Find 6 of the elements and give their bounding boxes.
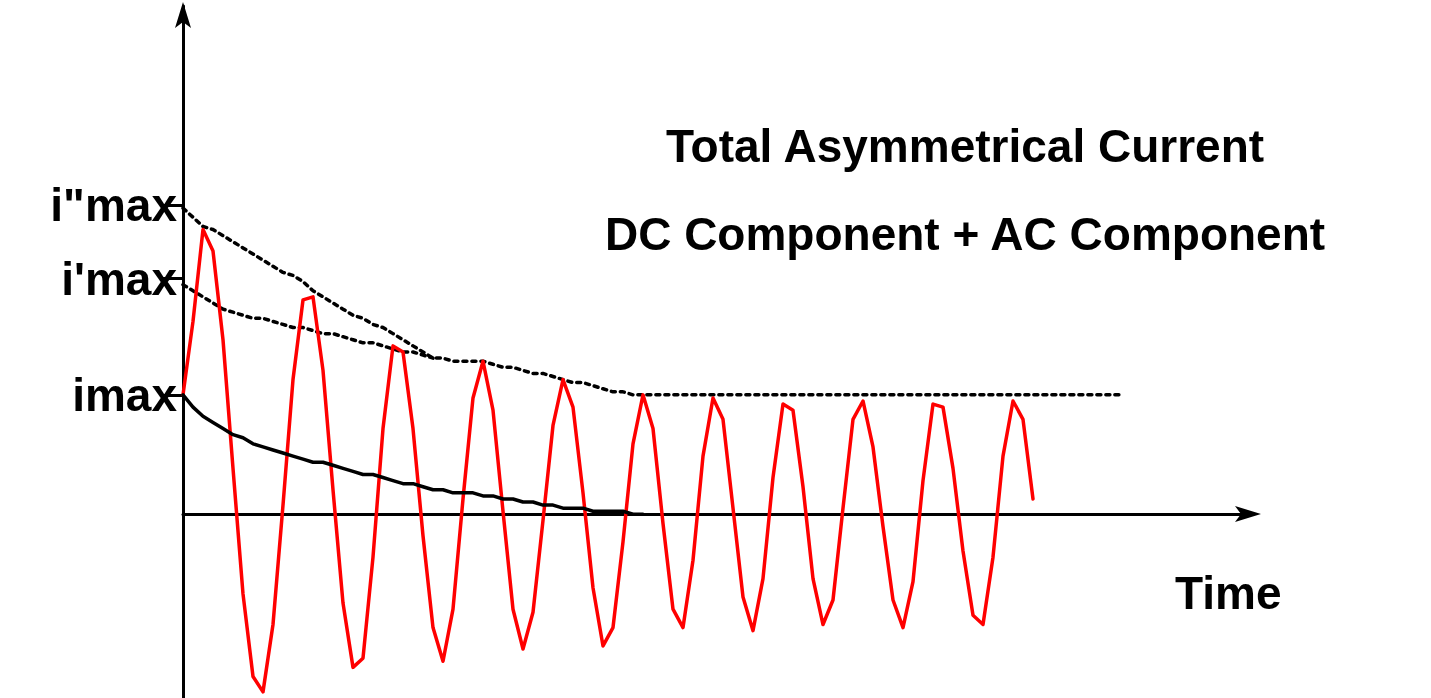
text: Total Asymmetrical Current [665,120,1265,172]
ref-line-label: i'max [61,252,178,305]
x-axis-title: Time [1175,567,1282,619]
text: DC Component + AC Component [604,208,1326,260]
ref-line-label: imax [72,368,178,421]
ref-line-label: i"max [50,179,178,232]
